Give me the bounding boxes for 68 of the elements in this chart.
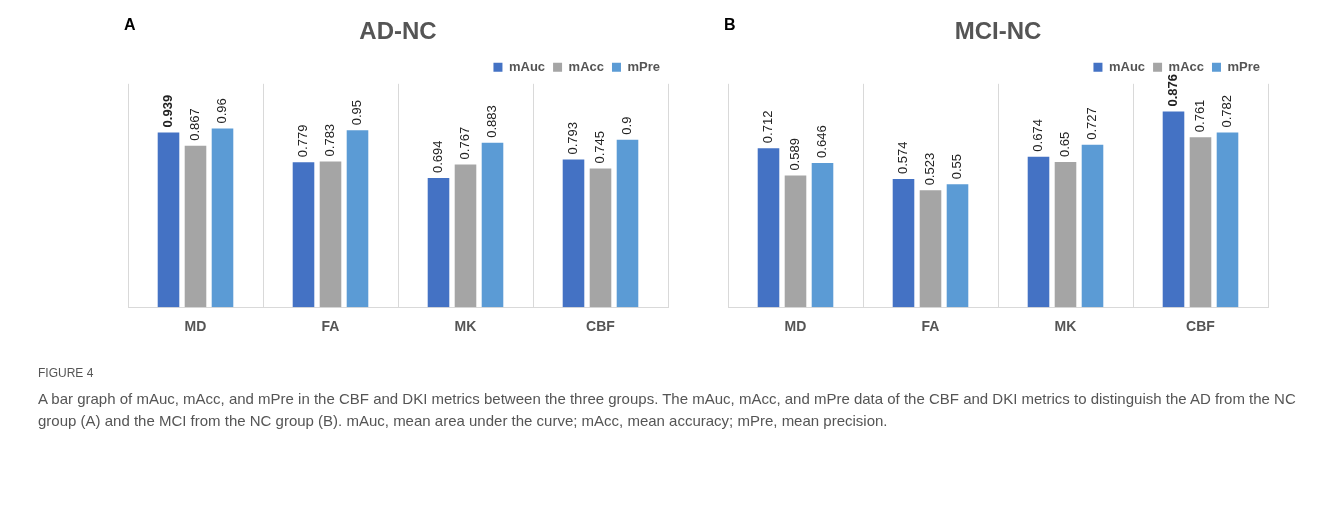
x-tick-label: CBF — [1186, 318, 1216, 335]
x-tick-label: FA — [921, 318, 940, 335]
x-tick-label: MD — [184, 318, 207, 335]
bar — [1054, 161, 1077, 308]
bar — [292, 162, 315, 308]
legend-label: mAuc — [508, 58, 546, 74]
bar — [1216, 132, 1239, 308]
data-label: 0.96 — [214, 98, 230, 124]
data-label: 0.793 — [565, 122, 581, 155]
data-label: 0.782 — [1219, 94, 1235, 128]
data-label: 0.767 — [457, 126, 473, 160]
bar — [757, 148, 780, 308]
x-tick-label: CBF — [586, 318, 616, 335]
data-label: 0.9 — [619, 116, 635, 135]
bar — [1081, 144, 1104, 308]
x-tick-label: FA — [321, 318, 340, 335]
bar — [427, 178, 450, 308]
data-label: 0.523 — [922, 152, 938, 186]
x-tick-label: MD — [784, 318, 807, 335]
data-label: 0.876 — [1165, 73, 1181, 107]
text: B — [724, 16, 736, 34]
legend-label: mPre — [1227, 58, 1261, 74]
data-label: 0.712 — [760, 110, 776, 144]
bar — [481, 142, 504, 308]
legend-label: mPre — [627, 58, 661, 74]
bar — [1162, 111, 1185, 308]
data-label: 0.727 — [1084, 107, 1100, 140]
data-label: 0.939 — [160, 94, 176, 128]
bar — [946, 184, 969, 308]
bar — [346, 130, 369, 308]
bar — [616, 139, 639, 308]
bar — [184, 145, 207, 308]
legend-label: mAcc — [1168, 58, 1204, 74]
data-label: 0.589 — [787, 138, 803, 171]
data-label: 0.867 — [187, 108, 203, 141]
bar — [157, 132, 180, 308]
legend-label: mAuc — [1108, 58, 1146, 74]
legend-label: mAcc — [568, 58, 604, 74]
text: A — [124, 16, 136, 34]
bar — [811, 162, 834, 308]
x-tick-label: MK — [454, 318, 477, 335]
chart-title: MCI-NC — [954, 17, 1042, 45]
bar — [589, 168, 612, 308]
chart-title: AD-NC — [359, 17, 437, 45]
data-label: 0.745 — [592, 130, 608, 164]
bar — [919, 190, 942, 308]
data-label: 0.674 — [1030, 119, 1046, 152]
data-label: 0.574 — [895, 141, 911, 174]
data-label: 0.65 — [1057, 131, 1073, 157]
data-label: 0.883 — [484, 105, 500, 138]
data-label: 0.761 — [1192, 99, 1208, 133]
text: A bar graph of mAuc, mAcc, and mPre in the CBF and DKI metrics between the three groups. The mAuc, mAcc, and mPre data of the CBF and DKI metrics to distinguish the AD from the NC group (A) and the MCI from the NC group (B). mAuc, mean area under the curve; mAcc, mean accuracy; mPre, mean precision. — [38, 389, 1297, 431]
data-label: 0.646 — [814, 125, 830, 158]
bar — [1027, 156, 1050, 308]
data-label: 0.694 — [430, 140, 446, 173]
data-label: 0.55 — [949, 154, 965, 180]
bar — [211, 128, 234, 308]
bar — [562, 159, 585, 308]
data-label: 0.95 — [349, 100, 365, 126]
x-tick-label: MK — [1054, 318, 1077, 335]
data-label: 0.779 — [295, 124, 311, 158]
caption: FIGURE 4 — [38, 365, 95, 382]
bar — [319, 161, 342, 308]
bar — [892, 178, 915, 308]
bar — [1189, 137, 1212, 308]
bar — [784, 175, 807, 308]
bar — [454, 164, 477, 308]
data-label: 0.783 — [322, 123, 338, 157]
